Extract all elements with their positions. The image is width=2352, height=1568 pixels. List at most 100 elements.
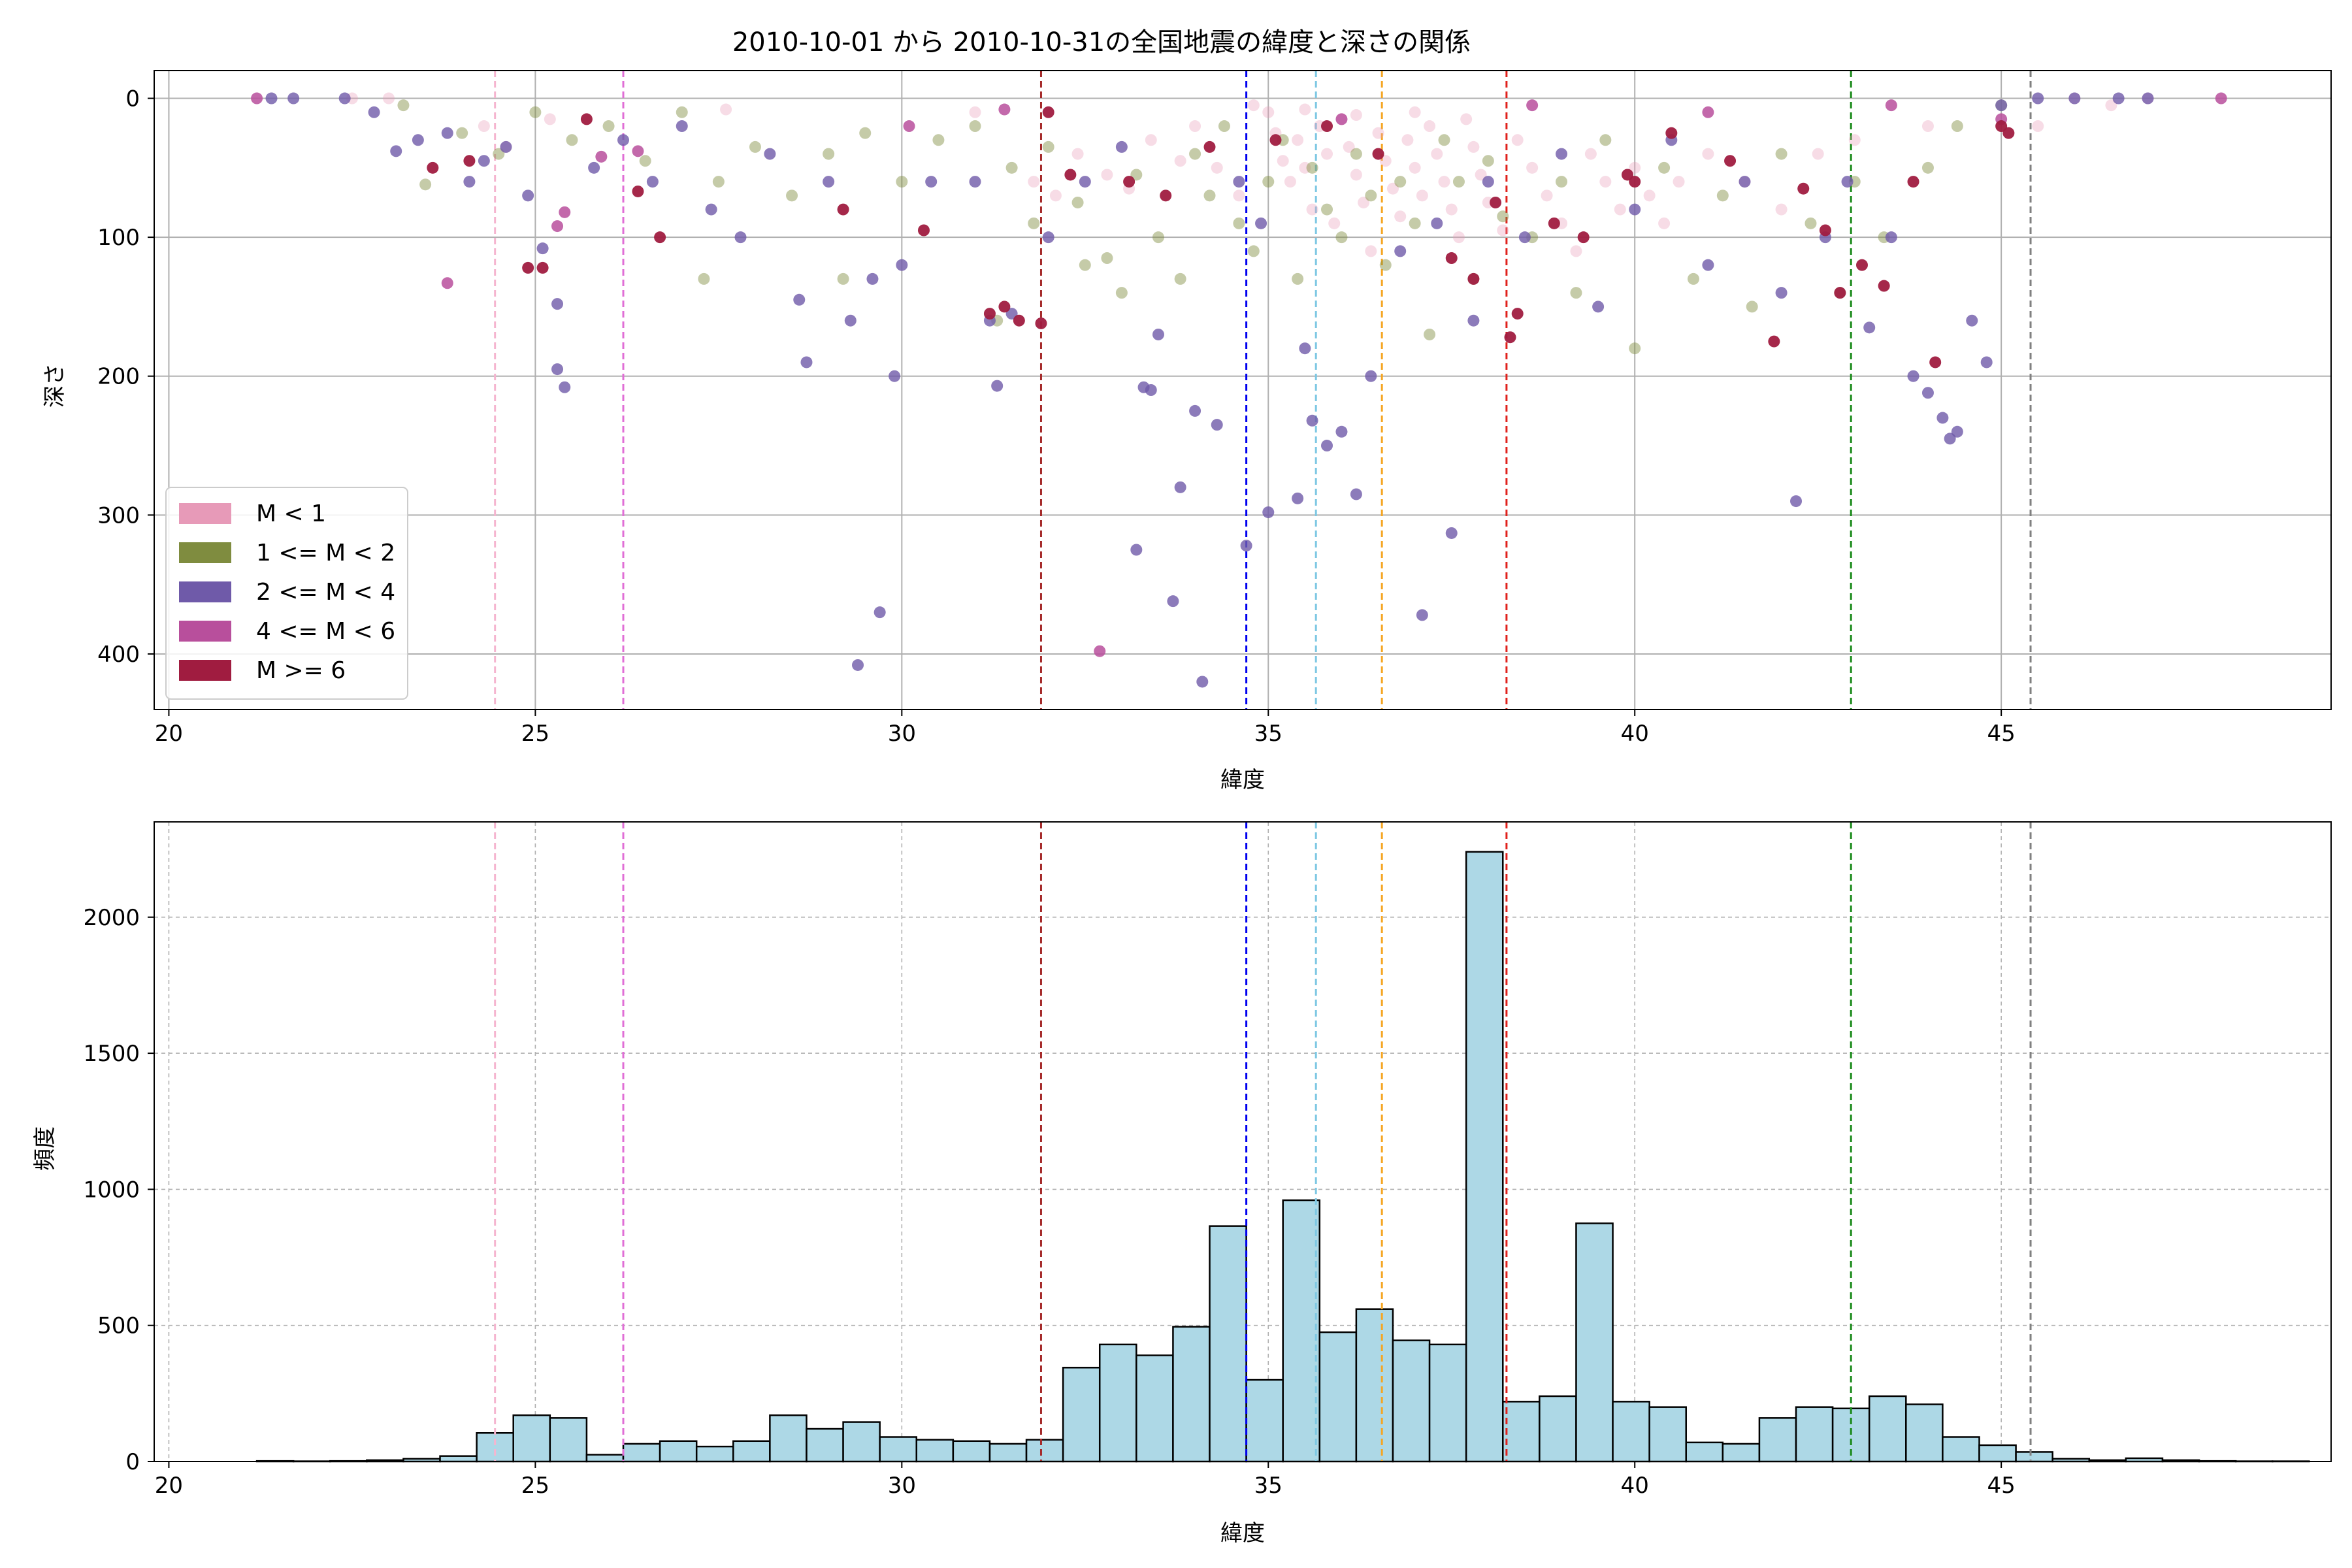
- scatter-y-tick-label: 300: [97, 502, 140, 529]
- scatter-point: [1907, 176, 1919, 188]
- scatter-point: [654, 231, 666, 244]
- scatter-point: [712, 176, 725, 188]
- scatter-point: [1218, 120, 1230, 133]
- scatter-point: [1262, 106, 1275, 118]
- scatter-point: [602, 120, 615, 133]
- scatter-point: [1042, 231, 1054, 244]
- scatter-point: [1629, 161, 1641, 174]
- histogram-chart: 20 25 30 35 40 45 0 500 1000 1500 2000 緯度 頻度: [32, 821, 2332, 1546]
- scatter-point: [1343, 140, 1355, 153]
- scatter-point: [1064, 169, 1077, 181]
- histogram-x-tick-label: 45: [1987, 1473, 2016, 1499]
- scatter-point: [1504, 331, 1516, 344]
- scatter-point: [1152, 328, 1164, 340]
- scatter-point: [1005, 161, 1018, 174]
- scatter-point: [1292, 272, 1304, 285]
- scatter-grid: [154, 71, 2331, 710]
- scatter-point: [551, 220, 564, 233]
- scatter-point: [925, 176, 938, 188]
- scatter-point: [1321, 440, 1333, 452]
- scatter-point: [837, 272, 849, 285]
- scatter-point: [419, 178, 432, 191]
- scatter-point: [1379, 155, 1392, 167]
- scatter-axes-frame: [154, 70, 2332, 710]
- histogram-bar: [1539, 1395, 1577, 1463]
- scatter-point: [1724, 155, 1737, 167]
- scatter-point: [676, 120, 688, 133]
- scatter-point: [463, 176, 476, 188]
- legend-swatch: [179, 660, 231, 681]
- scatter-point: [1452, 176, 1465, 188]
- scatter-point: [566, 134, 578, 146]
- scatter-point: [1863, 321, 1876, 334]
- histogram-bar: [549, 1417, 588, 1463]
- scatter-point: [463, 155, 476, 167]
- scatter-point: [529, 106, 542, 118]
- scatter-point: [1394, 245, 1407, 257]
- scatter-point: [1328, 217, 1341, 229]
- scatter-point: [1834, 287, 1846, 299]
- scatter-point: [1452, 231, 1465, 244]
- scatter-point: [1321, 120, 1333, 133]
- scatter-point: [764, 148, 776, 160]
- scatter-point: [1079, 259, 1091, 271]
- histogram-bar: [1942, 1436, 1980, 1463]
- scatter-point: [1167, 595, 1179, 608]
- scatter-point: [588, 161, 600, 174]
- scatter-point: [1350, 169, 1362, 181]
- histogram-bar: [806, 1428, 844, 1463]
- scatter-y-axis-label: 深さ: [42, 363, 68, 408]
- scatter-point: [2002, 127, 2015, 139]
- scatter-point: [338, 92, 351, 105]
- histogram-y-ticks: 0 500 1000 1500 2000: [83, 905, 154, 1475]
- histogram-x-tick-label: 40: [1621, 1473, 1649, 1499]
- scatter-point: [1467, 140, 1480, 153]
- scatter-point: [1292, 492, 1304, 504]
- scatter-point: [1152, 231, 1164, 244]
- scatter-point: [1028, 176, 1040, 188]
- scatter-point: [522, 261, 534, 274]
- histogram-y-tick-label: 500: [97, 1313, 140, 1339]
- legend-swatch: [179, 542, 231, 563]
- scatter-point: [2215, 92, 2227, 105]
- scatter-point: [705, 203, 717, 216]
- scatter-point: [1629, 203, 1641, 216]
- scatter-point: [1189, 404, 1201, 417]
- scatter-point: [720, 103, 732, 116]
- legend-label: 1 <= M < 2: [256, 540, 395, 566]
- histogram-bar: [1318, 1331, 1358, 1463]
- scatter-point: [1848, 134, 1861, 146]
- histogram-bar: [1502, 1401, 1541, 1463]
- scatter-point: [1233, 217, 1245, 229]
- scatter-point: [1929, 356, 1942, 368]
- scatter-point: [749, 140, 761, 153]
- scatter-point: [698, 272, 710, 285]
- legend-label: M >= 6: [256, 657, 346, 684]
- histogram-bar: [732, 1440, 771, 1463]
- histogram-bar: [1135, 1354, 1174, 1463]
- scatter-point: [991, 380, 1004, 392]
- scatter-point: [2032, 92, 2044, 105]
- scatter-point: [1790, 495, 1803, 508]
- scatter-point: [456, 127, 468, 139]
- scatter-point: [1335, 113, 1348, 125]
- scatter-point: [1812, 148, 1824, 160]
- scatter-point: [998, 301, 1011, 313]
- scatter-point: [1130, 544, 1143, 556]
- scatter-point: [1497, 224, 1509, 237]
- scatter-point: [1409, 217, 1421, 229]
- scatter-point: [1445, 527, 1458, 539]
- histogram-bar: [1612, 1401, 1650, 1463]
- scatter-point: [1386, 182, 1399, 195]
- histogram-bar: [512, 1414, 551, 1463]
- scatter-point: [1071, 196, 1084, 208]
- scatter-point: [551, 363, 564, 376]
- histogram-bar: [1245, 1379, 1284, 1463]
- scatter-point: [1995, 120, 2008, 133]
- scatter-point: [632, 145, 644, 157]
- scatter-point: [1394, 210, 1407, 223]
- scatter-point: [1768, 335, 1780, 348]
- scatter-point: [1584, 148, 1597, 160]
- histogram-bar: [1685, 1441, 1724, 1463]
